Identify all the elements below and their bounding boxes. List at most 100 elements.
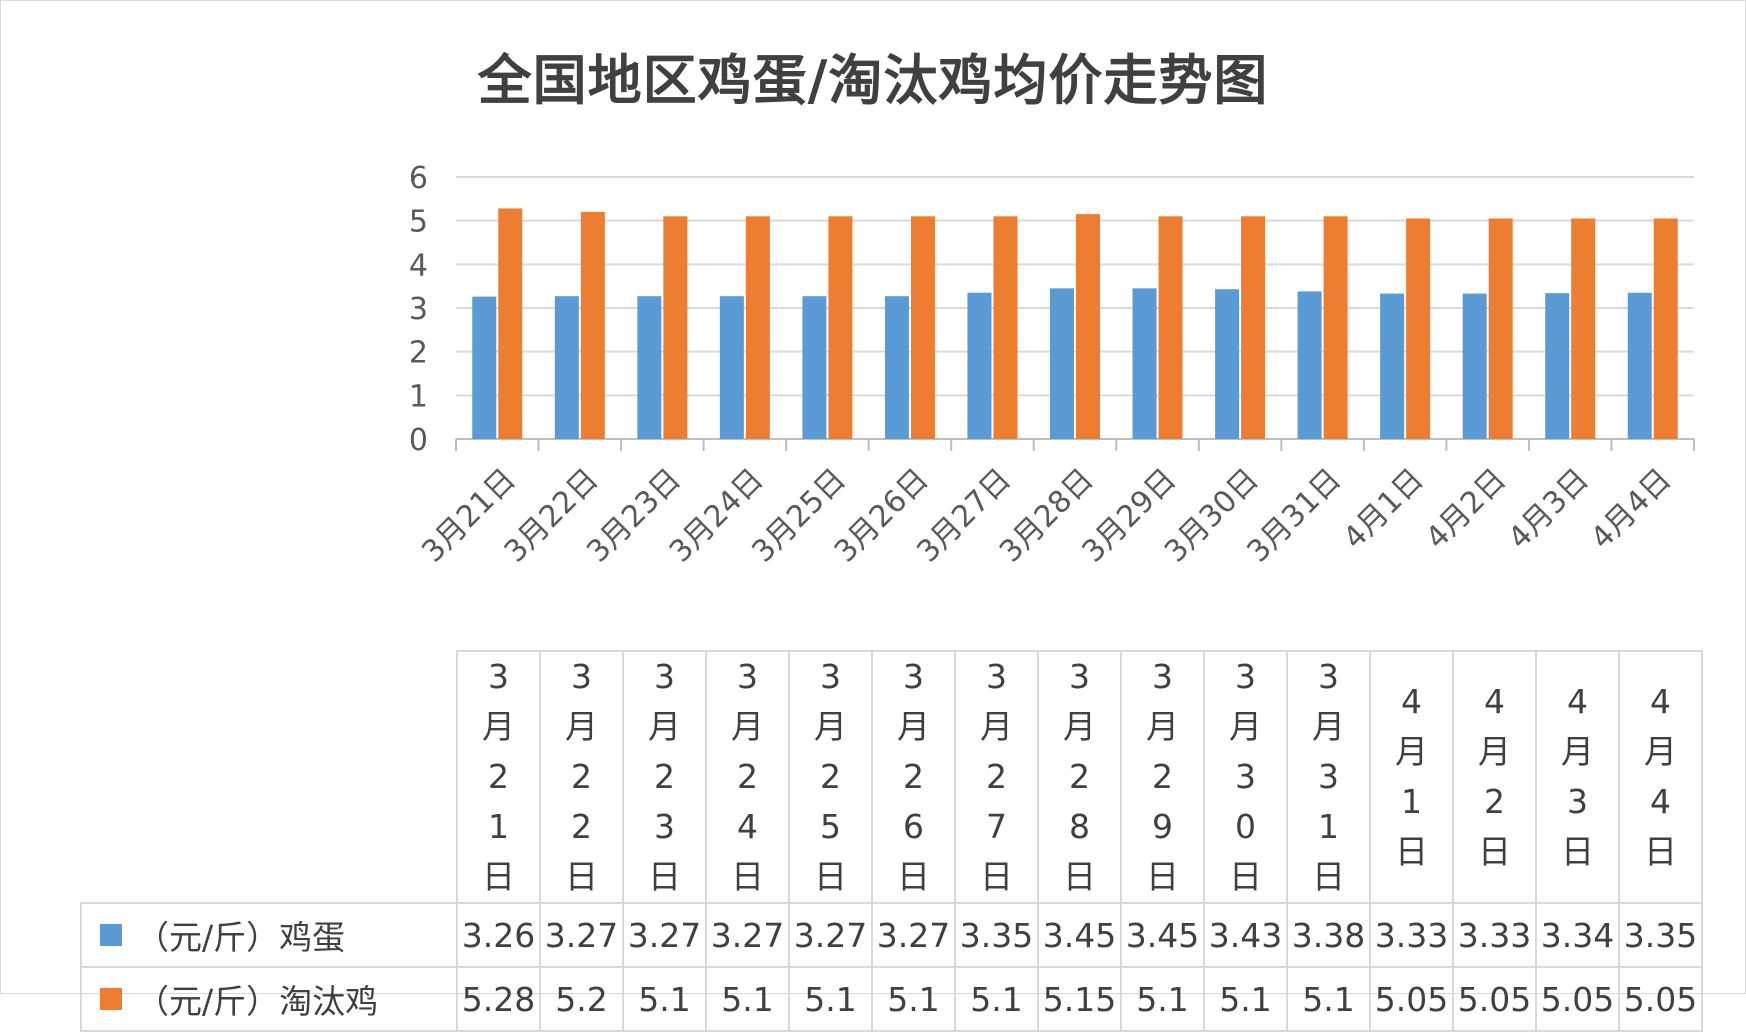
table-header-cell: 3月23日 bbox=[622, 650, 707, 904]
table-header-text: 3月29日 bbox=[1146, 657, 1179, 896]
table-cell: 3.26 bbox=[456, 902, 541, 968]
bar-hen bbox=[993, 216, 1018, 439]
table-header-cell: 3月31日 bbox=[1286, 650, 1371, 904]
table-cell: 3.35 bbox=[954, 902, 1039, 968]
table-cell: 3.38 bbox=[1286, 902, 1371, 968]
table-header-cell: 4月1日 bbox=[1369, 650, 1454, 904]
bar-hen bbox=[1241, 216, 1266, 439]
table-header-text: 3月31日 bbox=[1312, 657, 1345, 896]
legend-label-hen: （元/斤）淘汰鸡 bbox=[136, 982, 379, 1021]
table-header-cell: 3月27日 bbox=[954, 650, 1039, 904]
bar-egg bbox=[554, 296, 579, 439]
table-header-cell: 4月3日 bbox=[1535, 650, 1620, 904]
table-header-cell: 3月28日 bbox=[1037, 650, 1122, 904]
x-category-label: 4月4日 bbox=[1584, 462, 1678, 556]
table-cell: 3.34 bbox=[1535, 902, 1620, 968]
bar-hen bbox=[1406, 218, 1431, 439]
table-header-text: 4月3日 bbox=[1561, 682, 1594, 871]
y-tick-label: 4 bbox=[409, 248, 428, 283]
table-cell: 5.15 bbox=[1037, 966, 1122, 1032]
table-header-cell: 3月25日 bbox=[788, 650, 873, 904]
bar-hen bbox=[580, 211, 605, 439]
bar-hen bbox=[910, 216, 935, 439]
table-header-cell: 3月22日 bbox=[539, 650, 624, 904]
bar-hen bbox=[745, 216, 770, 439]
bar-hen bbox=[1653, 218, 1678, 439]
table-cell: 3.27 bbox=[871, 902, 956, 968]
bar-hen bbox=[1488, 218, 1513, 439]
table-cell: 5.05 bbox=[1452, 966, 1537, 1032]
table-header-text: 3月27日 bbox=[980, 657, 1013, 896]
table-header-cell: 4月4日 bbox=[1618, 650, 1703, 904]
table-header-text: 4月1日 bbox=[1395, 682, 1428, 871]
x-category-label: 4月2日 bbox=[1419, 462, 1513, 556]
data-table: 3月21日 3月22日 3月23日 3月24日 3月25日 3月26日 3月27日 3月28日… bbox=[80, 650, 1703, 1032]
table-cell: 3.33 bbox=[1369, 902, 1454, 968]
table-cell: 5.1 bbox=[954, 966, 1039, 1032]
table-cell: 3.45 bbox=[1120, 902, 1205, 968]
table-header-text: 3月24日 bbox=[731, 657, 764, 896]
table-cell: 5.1 bbox=[1203, 966, 1288, 1032]
y-tick-label: 1 bbox=[409, 379, 428, 414]
table-cell: 5.1 bbox=[1286, 966, 1371, 1032]
bar-egg bbox=[637, 296, 662, 439]
table-header-text: 3月28日 bbox=[1063, 657, 1096, 896]
bar-egg bbox=[1627, 292, 1652, 439]
table-header-cell: 3月26日 bbox=[871, 650, 956, 904]
table-header-text: 3月21日 bbox=[482, 657, 515, 896]
bar-egg bbox=[1132, 288, 1157, 439]
bar-egg bbox=[802, 296, 827, 439]
table-cell: 3.27 bbox=[622, 902, 707, 968]
chart-title: 全国地区鸡蛋/淘汰鸡均价走势图 bbox=[477, 49, 1269, 112]
table-cell: 5.1 bbox=[622, 966, 707, 1032]
table-header-text: 3月26日 bbox=[897, 657, 930, 896]
bar-egg bbox=[719, 296, 744, 439]
table-cell: 3.27 bbox=[705, 902, 790, 968]
bar-egg bbox=[1215, 289, 1240, 439]
bar-egg bbox=[884, 296, 909, 439]
table-header-text: 4月4日 bbox=[1644, 682, 1677, 871]
bar-egg bbox=[472, 296, 497, 439]
table-cell: 3.27 bbox=[539, 902, 624, 968]
y-tick-label: 2 bbox=[409, 336, 428, 371]
table-cell: 3.27 bbox=[788, 902, 873, 968]
y-tick-label: 5 bbox=[409, 205, 428, 240]
table-header-cell: 3月24日 bbox=[705, 650, 790, 904]
table-header-cell: 3月21日 bbox=[456, 650, 541, 904]
x-category-label: 4月1日 bbox=[1337, 462, 1431, 556]
y-tick-label: 3 bbox=[409, 292, 428, 327]
table-cell: 5.1 bbox=[871, 966, 956, 1032]
bar-egg bbox=[1297, 291, 1322, 439]
bar-hen bbox=[1158, 216, 1183, 439]
table-cell: 3.45 bbox=[1037, 902, 1122, 968]
bar-egg bbox=[1462, 293, 1487, 439]
table-header-cell: 3月30日 bbox=[1203, 650, 1288, 904]
table-cell: 5.05 bbox=[1535, 966, 1620, 1032]
legend-egg: （元/斤）鸡蛋 bbox=[80, 902, 458, 968]
table-cell: 3.35 bbox=[1618, 902, 1703, 968]
y-tick-label: 6 bbox=[409, 161, 428, 196]
table-cell: 5.1 bbox=[705, 966, 790, 1032]
table-header-cell: 3月29日 bbox=[1120, 650, 1205, 904]
table-header-text: 4月2日 bbox=[1478, 682, 1511, 871]
table-header-text: 3月22日 bbox=[565, 657, 598, 896]
bar-hen bbox=[498, 208, 523, 439]
bar-hen bbox=[828, 216, 853, 439]
table-cell: 5.05 bbox=[1618, 966, 1703, 1032]
legend-label-egg: （元/斤）鸡蛋 bbox=[136, 918, 346, 957]
table-corner bbox=[81, 651, 458, 904]
bar-egg bbox=[967, 292, 992, 439]
bar-hen bbox=[1571, 218, 1596, 439]
legend-key-egg bbox=[100, 924, 122, 946]
table-header-row: 3月21日 3月22日 3月23日 3月24日 3月25日 3月26日 3月27日 3月28日… bbox=[81, 650, 1703, 904]
table-cell: 5.28 bbox=[456, 966, 541, 1032]
legend-hen: （元/斤）淘汰鸡 bbox=[80, 966, 458, 1032]
bar-egg bbox=[1545, 293, 1570, 439]
legend-key-hen bbox=[100, 988, 122, 1010]
bar-hen bbox=[1323, 216, 1348, 439]
table-cell: 3.33 bbox=[1452, 902, 1537, 968]
table-header-text: 3月23日 bbox=[648, 657, 681, 896]
table-cell: 3.43 bbox=[1203, 902, 1288, 968]
bar-egg bbox=[1050, 288, 1074, 439]
table-header-cell: 4月2日 bbox=[1452, 650, 1537, 904]
